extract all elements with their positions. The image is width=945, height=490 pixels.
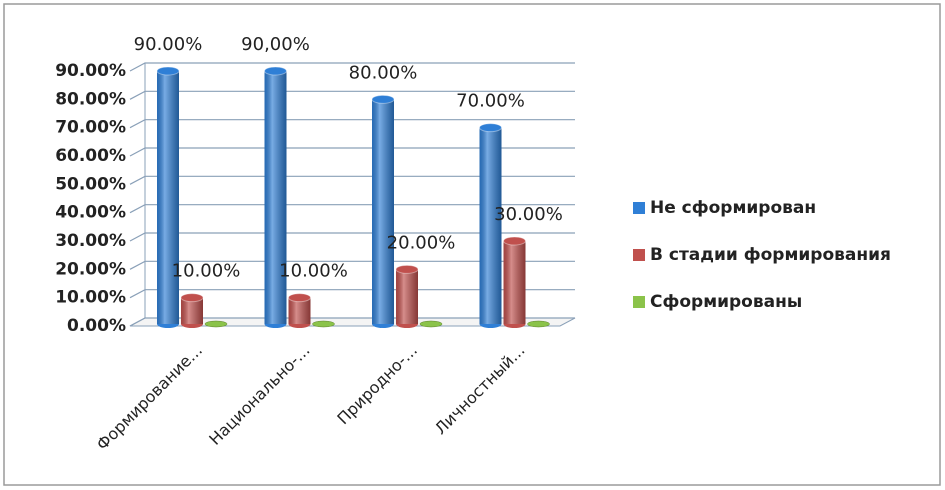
- bar-cap: [419, 320, 443, 328]
- bar: [180, 293, 204, 328]
- value-label: 90.00%: [134, 34, 203, 55]
- grid-line: [129, 232, 575, 242]
- bar-shine: [503, 241, 526, 324]
- grid-line: [129, 175, 575, 185]
- bar-top: [288, 293, 311, 303]
- bar-shine: [396, 269, 418, 324]
- bar-top: [371, 94, 395, 104]
- bar-top: [503, 236, 526, 246]
- bar: [419, 320, 443, 328]
- bar: [312, 320, 335, 328]
- legend-swatch: [633, 249, 645, 261]
- y-tick-label: 80.00%: [55, 89, 126, 109]
- value-label: 80.00%: [349, 62, 418, 83]
- bar: [503, 236, 526, 328]
- grid-line: [129, 260, 575, 270]
- grid-line: [129, 62, 575, 72]
- bar-top: [479, 123, 502, 133]
- bar: [156, 66, 180, 328]
- bar-top: [180, 293, 204, 303]
- bar-shine: [181, 297, 203, 324]
- bar-shine: [264, 71, 287, 324]
- y-tick-label: 0.00%: [67, 316, 126, 336]
- y-tick-label: 90.00%: [55, 61, 126, 81]
- grid-line: [129, 204, 575, 214]
- legend-swatch: [633, 202, 645, 214]
- bar: [264, 66, 287, 328]
- bar-cap: [527, 320, 550, 328]
- value-label: 70.00%: [456, 91, 525, 112]
- bar: [527, 320, 550, 328]
- bar-shine: [288, 297, 311, 324]
- legend-label: В стадии формирования: [650, 245, 891, 265]
- grid-line: [129, 317, 575, 327]
- bar-shine: [157, 71, 179, 324]
- bar-top: [264, 66, 287, 76]
- value-label: 10.00%: [172, 261, 241, 282]
- legend-swatch: [633, 296, 645, 308]
- bar: [479, 123, 502, 328]
- bar-cap: [312, 320, 335, 328]
- grid-line: [129, 147, 575, 157]
- bar: [288, 293, 311, 328]
- legend-label: Не сформирован: [650, 198, 816, 218]
- bar-top: [156, 66, 180, 76]
- y-tick-label: 70.00%: [55, 118, 126, 138]
- bar-top: [395, 264, 419, 274]
- value-label: 10.00%: [279, 261, 348, 282]
- bar-cap: [204, 320, 228, 328]
- y-tick-label: 60.00%: [55, 146, 126, 166]
- y-tick-label: 30.00%: [55, 231, 126, 251]
- y-tick-label: 20.00%: [55, 259, 126, 279]
- value-label: 20.00%: [387, 232, 456, 253]
- y-tick-label: 40.00%: [55, 203, 126, 223]
- grid-line: [129, 90, 575, 100]
- bar-shine: [479, 127, 502, 325]
- bar-shine: [372, 99, 394, 324]
- legend-label: Сформированы: [650, 292, 802, 312]
- y-tick-label: 50.00%: [55, 174, 126, 194]
- value-label: 30.00%: [494, 204, 563, 225]
- bar: [395, 264, 419, 328]
- value-label: 90,00%: [241, 34, 310, 55]
- y-tick-label: 10.00%: [55, 288, 126, 308]
- bar: [204, 320, 228, 328]
- grid-line: [129, 289, 575, 299]
- grid-line: [129, 119, 575, 129]
- bar: [371, 94, 395, 328]
